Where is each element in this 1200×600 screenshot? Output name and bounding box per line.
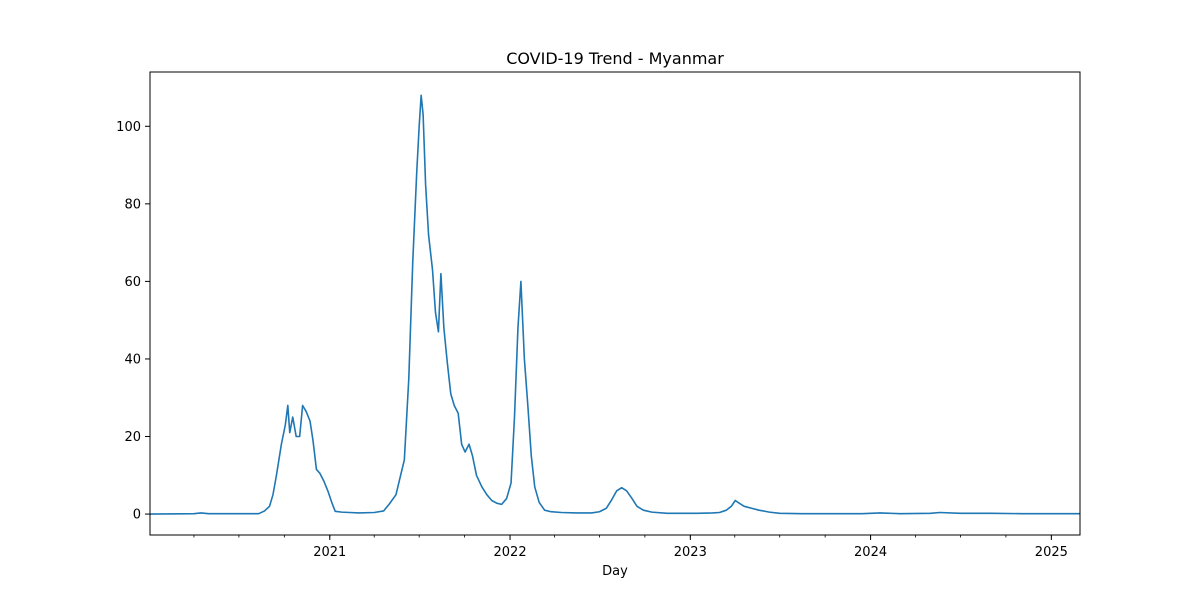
x-axis-label: Day [602, 564, 628, 579]
chart-title: COVID-19 Trend - Myanmar [506, 49, 724, 68]
y-tick-label: 100 [116, 120, 141, 135]
series-layer [149, 94, 1080, 515]
y-tick-label: 40 [124, 352, 141, 367]
y-axis-ticks: 0 20 40 60 80 100 [116, 120, 150, 523]
x-tick-label: 2024 [854, 545, 887, 560]
series-line [149, 94, 1080, 515]
y-tick-label: 0 [133, 508, 141, 523]
x-tick-label: 2022 [494, 545, 527, 560]
y-tick-label: 80 [124, 197, 141, 212]
x-tick-label: 2025 [1035, 545, 1068, 560]
y-tick-label: 60 [124, 275, 141, 290]
x-tick-label: 2021 [313, 545, 346, 560]
x-tick-label: 2023 [674, 545, 707, 560]
x-axis-ticks: 2021 2022 2023 2024 2025 [313, 535, 1068, 560]
plot-frame [149, 71, 1081, 536]
y-tick-label: 20 [124, 430, 141, 445]
